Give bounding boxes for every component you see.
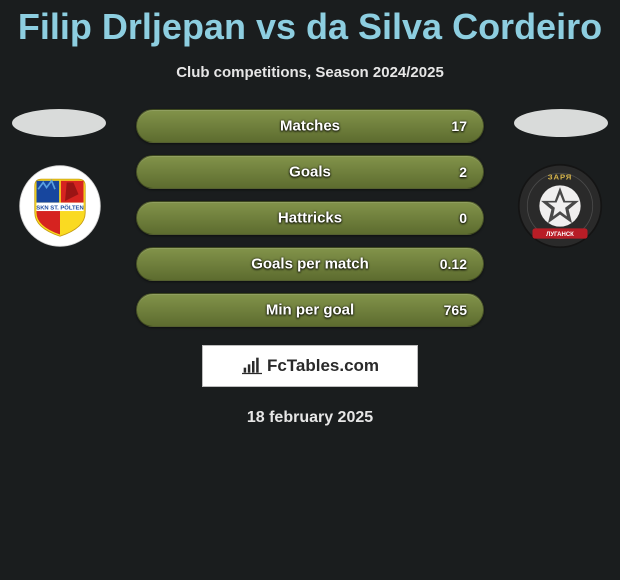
stat-value-right: 2 bbox=[459, 164, 467, 180]
club-badge-right: ЗАРЯ ЛУГАНСК bbox=[510, 163, 610, 249]
player-photo-left bbox=[12, 109, 106, 137]
stat-label: Goals per match bbox=[251, 256, 369, 273]
zorya-crest-icon: ЗАРЯ ЛУГАНСК bbox=[510, 163, 610, 249]
svg-text:ЛУГАНСК: ЛУГАНСК bbox=[546, 232, 574, 238]
stat-label: Hattricks bbox=[278, 210, 342, 227]
stat-row-goals-per-match: Goals per match 0.12 bbox=[136, 247, 484, 281]
stat-row-min-per-goal: Min per goal 765 bbox=[136, 293, 484, 327]
stat-column: Matches 17 Goals 2 Hattricks 0 Goals per… bbox=[136, 109, 484, 327]
brand-text: FcTables.com bbox=[267, 356, 379, 376]
brand-attribution: FcTables.com bbox=[202, 345, 418, 387]
subtitle: Club competitions, Season 2024/2025 bbox=[0, 64, 620, 81]
stat-label: Goals bbox=[289, 164, 331, 181]
comparison-block: SKN ST. PÖLTEN ЗАРЯ ЛУГАНСК Matches 17 G… bbox=[0, 109, 620, 427]
date-line: 18 february 2025 bbox=[0, 409, 620, 427]
stpolten-crest-icon: SKN ST. PÖLTEN bbox=[18, 164, 102, 248]
player-photo-right bbox=[514, 109, 608, 137]
stat-value-right: 765 bbox=[444, 302, 467, 318]
stat-row-goals: Goals 2 bbox=[136, 155, 484, 189]
page-title: Filip Drljepan vs da Silva Cordeiro bbox=[0, 0, 620, 48]
stat-value-right: 17 bbox=[451, 118, 467, 134]
club-badge-left: SKN ST. PÖLTEN bbox=[10, 163, 110, 249]
svg-text:ЗАРЯ: ЗАРЯ bbox=[548, 172, 572, 181]
stat-label: Matches bbox=[280, 118, 340, 135]
stat-value-right: 0 bbox=[459, 210, 467, 226]
stat-row-matches: Matches 17 bbox=[136, 109, 484, 143]
stat-label: Min per goal bbox=[266, 302, 354, 319]
svg-text:SKN ST. PÖLTEN: SKN ST. PÖLTEN bbox=[36, 204, 83, 211]
stat-value-right: 0.12 bbox=[440, 256, 467, 272]
stat-row-hattricks: Hattricks 0 bbox=[136, 201, 484, 235]
barchart-icon bbox=[241, 356, 263, 376]
